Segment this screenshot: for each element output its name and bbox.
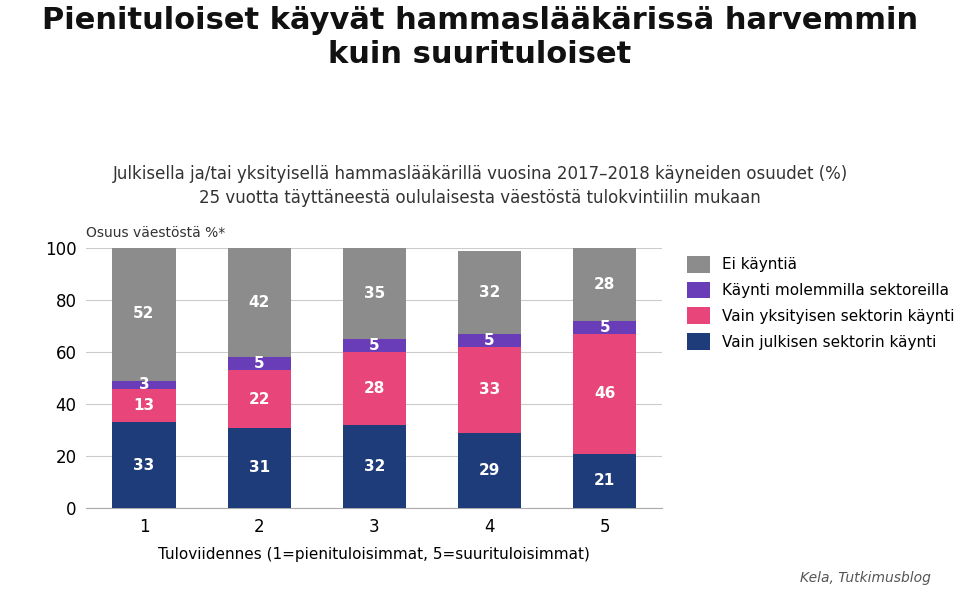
Bar — [112, 381, 176, 389]
Text: 13: 13 — [133, 398, 155, 413]
Bar — [343, 339, 406, 352]
Text: Pienituloiset käyvät hammaslääkärissä harvemmin
kuin suurituloiset: Pienituloiset käyvät hammaslääkärissä ha… — [42, 6, 918, 69]
Text: 52: 52 — [133, 306, 155, 321]
Text: 22: 22 — [249, 392, 270, 407]
Bar — [458, 433, 521, 508]
Text: 33: 33 — [479, 382, 500, 397]
Bar — [573, 321, 636, 334]
Bar — [112, 246, 176, 381]
Text: 32: 32 — [479, 285, 500, 300]
Text: 28: 28 — [594, 277, 615, 292]
Text: Osuus väestöstä %*: Osuus väestöstä %* — [86, 226, 226, 241]
Text: 5: 5 — [599, 320, 611, 335]
Bar — [228, 371, 291, 428]
Bar — [112, 389, 176, 423]
Bar — [112, 423, 176, 508]
Text: 35: 35 — [364, 286, 385, 301]
Text: 31: 31 — [249, 460, 270, 475]
Text: 32: 32 — [364, 459, 385, 474]
Text: 33: 33 — [133, 458, 155, 473]
Text: 5: 5 — [369, 338, 380, 353]
Text: 28: 28 — [364, 381, 385, 396]
Text: 5: 5 — [484, 333, 495, 348]
Bar — [573, 334, 636, 454]
Text: 46: 46 — [594, 387, 615, 401]
Bar — [228, 358, 291, 371]
Bar — [458, 334, 521, 347]
Text: 5: 5 — [253, 356, 265, 371]
Text: 21: 21 — [594, 473, 615, 488]
Text: 29: 29 — [479, 463, 500, 478]
Bar — [458, 251, 521, 334]
Bar — [343, 352, 406, 425]
Bar — [228, 428, 291, 508]
Bar — [573, 248, 636, 321]
X-axis label: Tuloviidennes (1=pienituloisimmat, 5=suurituloisimmat): Tuloviidennes (1=pienituloisimmat, 5=suu… — [158, 547, 590, 562]
Bar — [573, 454, 636, 508]
Text: Julkisella ja/tai yksityisellä hammaslääkärillä vuosina 2017–2018 käyneiden osuu: Julkisella ja/tai yksityisellä hammaslää… — [112, 165, 848, 207]
Text: Kela, Tutkimusblog: Kela, Tutkimusblog — [801, 571, 931, 585]
Bar — [458, 347, 521, 433]
Text: 42: 42 — [249, 296, 270, 310]
Bar — [343, 425, 406, 508]
Bar — [343, 248, 406, 339]
Legend: Ei käyntiä, Käynti molemmilla sektoreilla, Vain yksityisen sektorin käynti, Vain: Ei käyntiä, Käynti molemmilla sektoreill… — [687, 256, 955, 350]
Text: 3: 3 — [138, 377, 150, 392]
Bar — [228, 248, 291, 358]
